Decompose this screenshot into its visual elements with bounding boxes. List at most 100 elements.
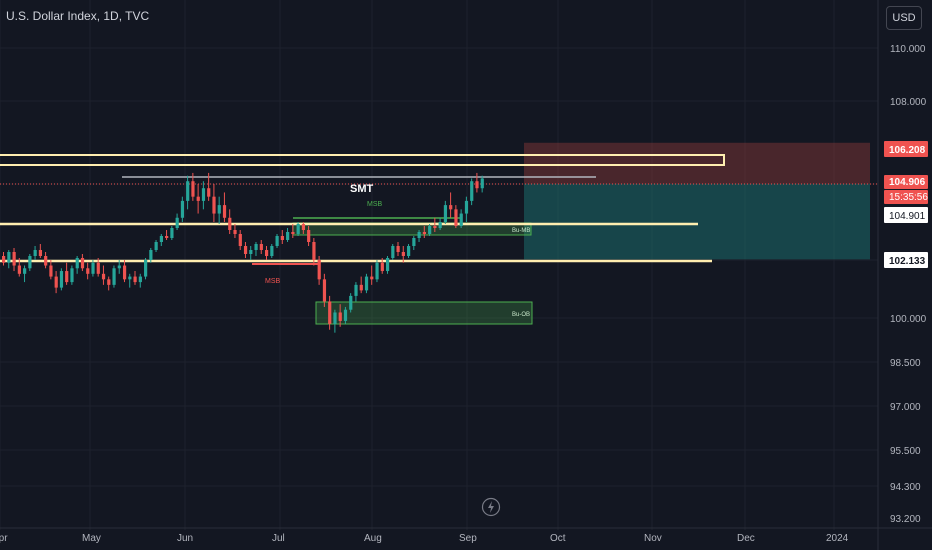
chart-title: U.S. Dollar Index, 1D, TVC <box>6 9 150 23</box>
candle-body <box>112 268 116 285</box>
candle-body <box>249 250 253 254</box>
y-tick-label: 110.000 <box>890 44 926 55</box>
candle-body <box>222 205 227 218</box>
candle-body <box>2 256 6 263</box>
smt-label: SMT <box>350 183 374 195</box>
x-tick-label: 2024 <box>826 533 849 544</box>
candle-body <box>44 256 48 266</box>
price-label-bg <box>884 175 928 189</box>
candle-body <box>470 181 474 201</box>
candle-body <box>349 295 353 310</box>
bullish-ob-box <box>315 301 533 325</box>
price-label: 102.133 <box>889 256 926 267</box>
y-tick-label: 100.000 <box>890 314 927 325</box>
candle-body <box>370 276 374 280</box>
candle-body <box>270 246 274 256</box>
x-tick-label: Aug <box>364 533 382 544</box>
price-label-bg <box>884 190 928 204</box>
candle-body <box>159 236 163 242</box>
candle-body <box>396 246 400 252</box>
candle-body <box>186 181 190 201</box>
candle-body <box>391 246 395 258</box>
x-tick-label: Oct <box>550 533 566 544</box>
candle-body <box>122 265 127 280</box>
msb-red-label: MSB <box>265 278 281 285</box>
candle-body <box>175 217 179 228</box>
candle-body <box>238 234 242 246</box>
candle-body <box>296 224 300 234</box>
candle-body <box>38 250 43 256</box>
candle-body <box>217 205 221 214</box>
candle-body <box>307 230 311 242</box>
candle-body <box>449 205 453 210</box>
candle-body <box>91 262 95 274</box>
candle-body <box>80 258 85 269</box>
candle-body <box>243 246 248 254</box>
candle-body <box>101 273 106 280</box>
candle-body <box>464 200 469 214</box>
candle-body <box>454 209 458 226</box>
candle-body <box>317 260 321 280</box>
candle-body <box>107 279 111 285</box>
candle-body <box>70 268 74 283</box>
price-axis-bg <box>878 0 932 550</box>
y-tick-label: 97.000 <box>890 402 921 413</box>
candle-body <box>33 250 37 256</box>
candle-body <box>407 246 411 256</box>
candle-body <box>354 284 358 296</box>
candle-body <box>7 252 11 263</box>
candle-body <box>12 252 16 266</box>
candle-body <box>359 284 363 291</box>
candle-body <box>280 236 284 240</box>
x-tick-label: Sep <box>459 533 477 544</box>
candle-body <box>401 252 405 256</box>
candle-body <box>128 276 132 280</box>
candle-body <box>254 244 258 250</box>
candle-body <box>480 178 484 189</box>
candle-body <box>385 258 390 272</box>
y-tick-label: 93.200 <box>890 514 921 525</box>
candle-body <box>343 309 348 321</box>
bu-mb-label: Bu-MB <box>512 228 530 234</box>
candle-body <box>207 188 211 197</box>
candle-body <box>138 276 142 283</box>
bu-ob-label: Bu-OB <box>512 312 530 318</box>
currency-button[interactable]: USD <box>886 6 922 30</box>
x-tick-label: Apr <box>0 533 8 544</box>
candle-body <box>165 236 169 238</box>
x-tick-label: May <box>82 533 101 544</box>
candle-body <box>364 276 369 291</box>
msb-green-label: MSB <box>367 201 383 208</box>
candle-body <box>49 265 53 277</box>
candle-body <box>86 268 90 274</box>
candle-body <box>75 258 79 269</box>
candle-body <box>375 262 379 280</box>
lightning-icon[interactable] <box>481 497 501 517</box>
candle-body <box>191 181 195 197</box>
candle-body <box>212 196 216 214</box>
price-label: 104.906 <box>889 177 926 188</box>
upper-resistance-box <box>0 154 725 166</box>
candle-body <box>117 265 121 269</box>
candle-body <box>412 238 416 246</box>
candle-body <box>322 279 327 302</box>
candle-body <box>201 188 206 201</box>
candle-body <box>333 312 337 324</box>
candle-body <box>438 222 442 228</box>
candle-body <box>443 205 448 222</box>
candle-body <box>96 262 100 274</box>
candle-body <box>233 230 237 234</box>
target-zone <box>524 183 870 260</box>
candle-body <box>301 224 306 230</box>
price-label: 104.901 <box>889 211 926 222</box>
candle-body <box>328 301 332 324</box>
candle-body <box>133 276 137 283</box>
price-label: 15:35:56 <box>889 192 928 203</box>
price-label: 106.208 <box>889 145 926 156</box>
y-tick-label: 95.500 <box>890 446 921 457</box>
candle-body <box>144 260 148 277</box>
x-tick-label: Jul <box>272 533 285 544</box>
candle-body <box>475 181 479 189</box>
candle-body <box>286 232 290 240</box>
